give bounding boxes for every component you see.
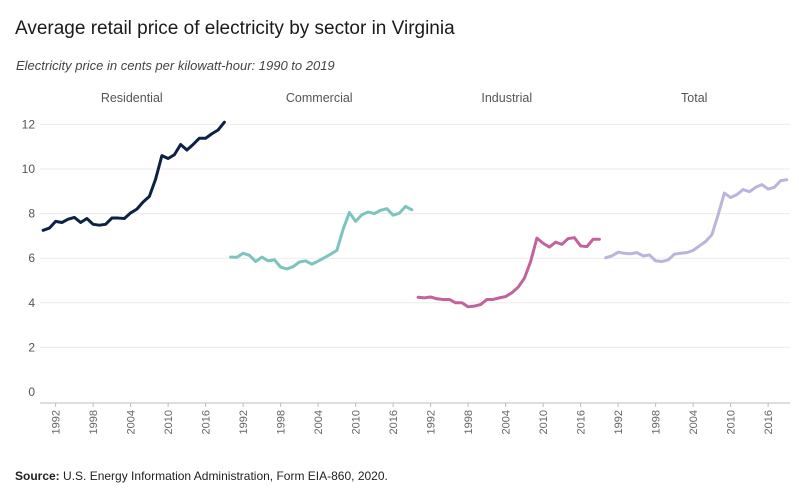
x-tick-label-industrial-1998: 1998 — [463, 410, 475, 434]
x-tick-label-residential-1998: 1998 — [88, 410, 100, 434]
x-tick-label-total-2010: 2010 — [726, 410, 738, 434]
y-tick-label-6: 6 — [28, 251, 35, 265]
chart-subtitle: Electricity price in cents per kilowatt-… — [16, 58, 335, 73]
x-tick-label-commercial-2016: 2016 — [388, 410, 400, 434]
x-tick-label-industrial-2010: 2010 — [538, 410, 550, 434]
x-tick-label-total-2016: 2016 — [763, 410, 775, 434]
x-tick-label-total-1998: 1998 — [651, 410, 663, 434]
series-line-residential — [41, 120, 226, 232]
series-line-total — [604, 178, 789, 264]
source-text: U.S. Energy Information Administration, … — [63, 469, 388, 483]
y-tick-label-2: 2 — [28, 340, 35, 354]
series-line-commercial — [229, 204, 414, 271]
x-tick-label-industrial-1992: 1992 — [426, 410, 438, 434]
source-label: Source: — [15, 469, 60, 483]
panel-title-commercial: Commercial — [286, 91, 353, 105]
x-tick-label-commercial-2004: 2004 — [313, 410, 325, 434]
x-tick-label-industrial-2004: 2004 — [501, 410, 513, 434]
x-tick-label-total-1992: 1992 — [613, 410, 625, 434]
x-tick-label-commercial-1992: 1992 — [238, 410, 250, 434]
panel-title-total: Total — [681, 91, 707, 105]
y-tick-label-12: 12 — [22, 117, 36, 131]
source-note: Source: U.S. Energy Information Administ… — [15, 469, 388, 483]
x-tick-label-residential-1992: 1992 — [51, 410, 63, 434]
x-tick-label-industrial-2016: 2016 — [576, 410, 588, 434]
x-tick-label-commercial-2010: 2010 — [351, 410, 363, 434]
y-tick-label-4: 4 — [28, 296, 35, 310]
x-tick-label-total-2004: 2004 — [688, 410, 700, 434]
x-tick-label-residential-2016: 2016 — [201, 410, 213, 434]
x-tick-label-residential-2004: 2004 — [126, 410, 138, 434]
chart-title: Average retail price of electricity by s… — [15, 18, 455, 39]
y-tick-label-10: 10 — [22, 162, 36, 176]
y-tick-label-8: 8 — [28, 207, 35, 221]
x-tick-label-residential-2010: 2010 — [163, 410, 175, 434]
panel-title-residential: Residential — [101, 91, 163, 105]
y-tick-label-0: 0 — [28, 385, 35, 399]
panel-title-industrial: Industrial — [481, 91, 532, 105]
series-line-industrial — [416, 236, 601, 309]
x-tick-label-commercial-1998: 1998 — [276, 410, 288, 434]
